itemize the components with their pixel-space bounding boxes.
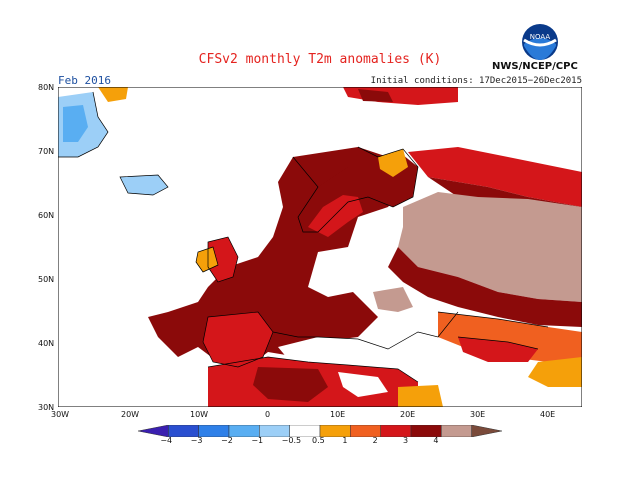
lat-label: 30N bbox=[38, 403, 55, 412]
lon-label: 20W bbox=[121, 410, 140, 419]
lon-label: 30W bbox=[51, 410, 70, 419]
initial-conditions: Initial conditions: 17Dec2015−26Dec2015 bbox=[370, 76, 582, 86]
colorbar-label: −4 bbox=[160, 436, 173, 445]
colorbar-label: −1 bbox=[251, 436, 264, 445]
colorbar-label: −3 bbox=[190, 436, 203, 445]
map-title: CFSv2 monthly T2m anomalies (K) bbox=[198, 52, 442, 67]
lat-label: 60N bbox=[38, 211, 55, 220]
colorbar-label: 4 bbox=[433, 436, 439, 445]
colorbar-label: 1 bbox=[342, 436, 348, 445]
colorbar-label: −2 bbox=[221, 436, 233, 445]
logo-text: NOAA bbox=[530, 33, 551, 41]
anomaly-map bbox=[58, 87, 582, 407]
colorbar-cell bbox=[441, 425, 472, 437]
forecast-month: Feb 2016 bbox=[58, 74, 111, 87]
lon-label: 20E bbox=[400, 410, 416, 419]
agency-label: NWS/NCEP/CPC bbox=[492, 61, 578, 72]
colorbar-label: 2 bbox=[372, 436, 378, 445]
lon-label: 0 bbox=[265, 410, 271, 419]
lat-label: 40N bbox=[38, 339, 55, 348]
lon-label: 10E bbox=[330, 410, 346, 419]
lat-label: 50N bbox=[38, 275, 55, 284]
colorbar bbox=[138, 425, 502, 437]
coastlines bbox=[58, 91, 549, 383]
anomaly-fields bbox=[58, 87, 582, 407]
lon-label: 30E bbox=[470, 410, 486, 419]
lon-label: 40E bbox=[540, 410, 556, 419]
colorbar-label: 0.5 bbox=[312, 436, 325, 445]
noaa-logo: NOAA bbox=[522, 24, 558, 60]
colorbar-cell bbox=[471, 425, 502, 437]
lat-label: 70N bbox=[38, 147, 55, 156]
colorbar-label: 3 bbox=[403, 436, 409, 445]
lat-label: 80N bbox=[38, 83, 55, 92]
colorbar-label: −0.5 bbox=[281, 436, 302, 445]
lon-label: 10W bbox=[190, 410, 209, 419]
